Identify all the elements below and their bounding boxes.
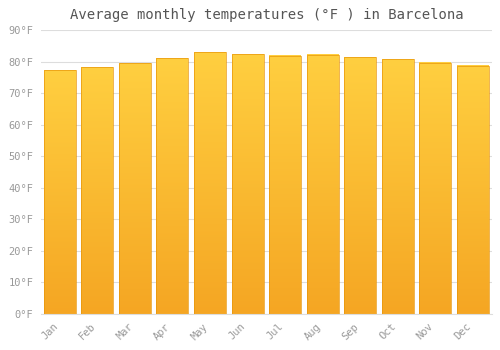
Bar (344, 57, 376, 314)
Bar (82, 67, 114, 314)
Bar (194, 52, 226, 314)
Bar (44, 70, 76, 314)
Bar (457, 66, 489, 314)
Title: Average monthly temperatures (°F ) in Barcelona: Average monthly temperatures (°F ) in Ba… (70, 8, 463, 22)
Bar (269, 56, 301, 314)
Bar (382, 59, 414, 314)
Bar (119, 63, 151, 314)
Bar (156, 58, 188, 314)
Bar (420, 63, 452, 314)
Bar (232, 54, 264, 314)
Bar (306, 55, 338, 314)
